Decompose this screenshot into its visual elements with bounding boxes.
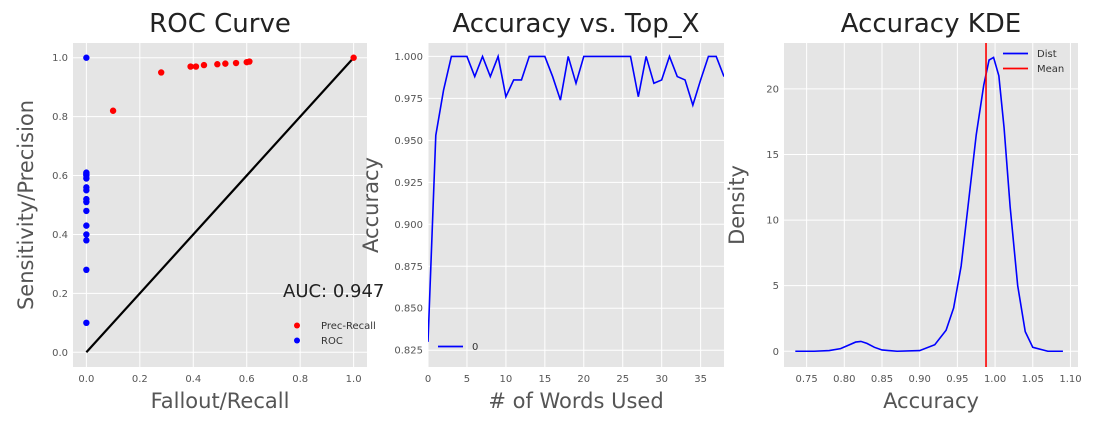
y-tick-label: 10 (766, 216, 779, 227)
plot-area (784, 43, 1078, 367)
x-tick-label: 0.0 (78, 374, 94, 385)
point-roc (83, 222, 90, 229)
point-roc (83, 319, 90, 327)
y-tick-label: 0.900 (394, 220, 423, 231)
x-axis-label: Fallout/Recall (151, 389, 290, 413)
legend: Prec-Recall ROC (294, 321, 376, 347)
y-tick-label: 15 (766, 150, 779, 161)
y-tick-label: 1.0 (52, 53, 68, 64)
point-roc (83, 169, 90, 176)
chart-title: ROC Curve (149, 9, 291, 39)
x-tick-label: 0.95 (946, 374, 968, 385)
x-tick-label: 0.4 (185, 374, 201, 385)
y-axis-label: Sensitivity/Precision (14, 100, 38, 310)
y-tick-label: 0.6 (52, 171, 68, 182)
point-prec-recall (200, 61, 208, 69)
x-tick-label: 0 (425, 374, 431, 385)
x-tick-label: 30 (655, 374, 668, 385)
x-tick-label: 1.0 (346, 374, 362, 385)
legend: Dist Mean (1003, 49, 1064, 75)
diagonal-reference-line (85, 56, 355, 354)
point-prec-recall (109, 107, 117, 114)
x-tick-label: 35 (694, 374, 707, 385)
y-tick-label: 0.2 (52, 289, 68, 300)
legend: 0 (438, 342, 478, 353)
point-prec-recall (232, 59, 240, 67)
point-prec-recall (187, 63, 194, 70)
legend-marker-prec-recall (294, 322, 300, 329)
x-tick-label: 1.10 (1059, 374, 1081, 385)
x-tick-label: 15 (538, 374, 551, 385)
point-roc (83, 195, 90, 203)
y-tick-label: 0.875 (394, 262, 423, 273)
point-prec-recall (192, 63, 200, 70)
legend-label-roc: ROC (321, 336, 343, 347)
x-tick-label: 1.05 (1022, 374, 1044, 385)
y-tick-label: 5 (773, 281, 779, 292)
y-tick-label: 0.925 (394, 178, 423, 189)
y-tick-label: 20 (766, 84, 779, 95)
legend-marker-roc (294, 337, 300, 344)
y-tick-label: 1.000 (394, 52, 423, 63)
point-prec-recall (214, 61, 221, 68)
x-tick-label: 0.90 (909, 374, 931, 385)
point-roc (83, 207, 90, 215)
point-roc (83, 237, 90, 244)
y-tick-label: 0.975 (394, 94, 423, 105)
y-tick-label: 0 (773, 347, 779, 358)
x-tick-label: 10 (500, 374, 513, 385)
legend-label-0: 0 (472, 342, 478, 353)
x-tick-label: 5 (464, 374, 470, 385)
plot-marks (83, 54, 357, 354)
point-roc (83, 266, 90, 273)
x-tick-label: 20 (577, 374, 590, 385)
y-tick-label: 0.950 (394, 136, 423, 147)
plot-area (428, 43, 724, 367)
series-line-dist (795, 56, 1063, 353)
x-tick-label: 1.00 (984, 374, 1006, 385)
y-tick-label: 0.850 (394, 304, 423, 315)
x-axis-label: Accuracy (883, 389, 979, 413)
y-tick-label: 0.825 (394, 346, 423, 357)
point-roc (83, 184, 90, 191)
legend-label-dist: Dist (1037, 49, 1057, 60)
chart-title: Accuracy vs. Top_X (452, 9, 699, 39)
plot-marks (428, 53, 724, 342)
y-tick-label: 0.0 (52, 348, 68, 359)
chart-panel-3: 0.75 0.80 0.85 0.90 0.95 1.00 1.05 1.10 0 5 10 15 20… (725, 9, 1082, 413)
x-tick-label: 25 (616, 374, 629, 385)
point-roc (83, 54, 90, 61)
point-prec-recall (350, 54, 357, 61)
x-tick-label: 0.6 (239, 374, 255, 385)
x-tick-label: 0.75 (795, 374, 817, 385)
point-prec-recall (158, 69, 165, 76)
series-line-0 (428, 53, 724, 342)
x-tick-label: 0.2 (132, 374, 148, 385)
y-tick-label: 0.4 (52, 230, 68, 241)
chart-panel-1: 0.0 0.2 0.4 0.6 0.8 1.0 0.0 0.2 0.4 0.6 0.8 1.0 ROC … (14, 9, 384, 413)
point-prec-recall (222, 60, 229, 67)
x-tick-label: 0.80 (833, 374, 855, 385)
point-prec-recall (246, 58, 253, 65)
legend-label-mean: Mean (1037, 64, 1064, 75)
legend-label-prec-recall: Prec-Recall (321, 321, 376, 332)
y-tick-label: 0.8 (52, 112, 68, 123)
auc-annotation: AUC: 0.947 (283, 281, 384, 302)
x-tick-label: 0.8 (292, 374, 308, 385)
x-tick-label: 0.85 (871, 374, 893, 385)
y-axis-label: Density (725, 165, 749, 245)
chart-panel-2: 0 5 10 15 20 25 30 35 0.825 0.850 0.875 0.900 0.925 0… (359, 9, 724, 413)
x-axis-label: # of Words Used (488, 389, 663, 413)
point-roc (83, 231, 90, 238)
chart-title: Accuracy KDE (841, 9, 1021, 39)
y-axis-label: Accuracy (359, 157, 383, 253)
plot-marks (795, 43, 1063, 367)
